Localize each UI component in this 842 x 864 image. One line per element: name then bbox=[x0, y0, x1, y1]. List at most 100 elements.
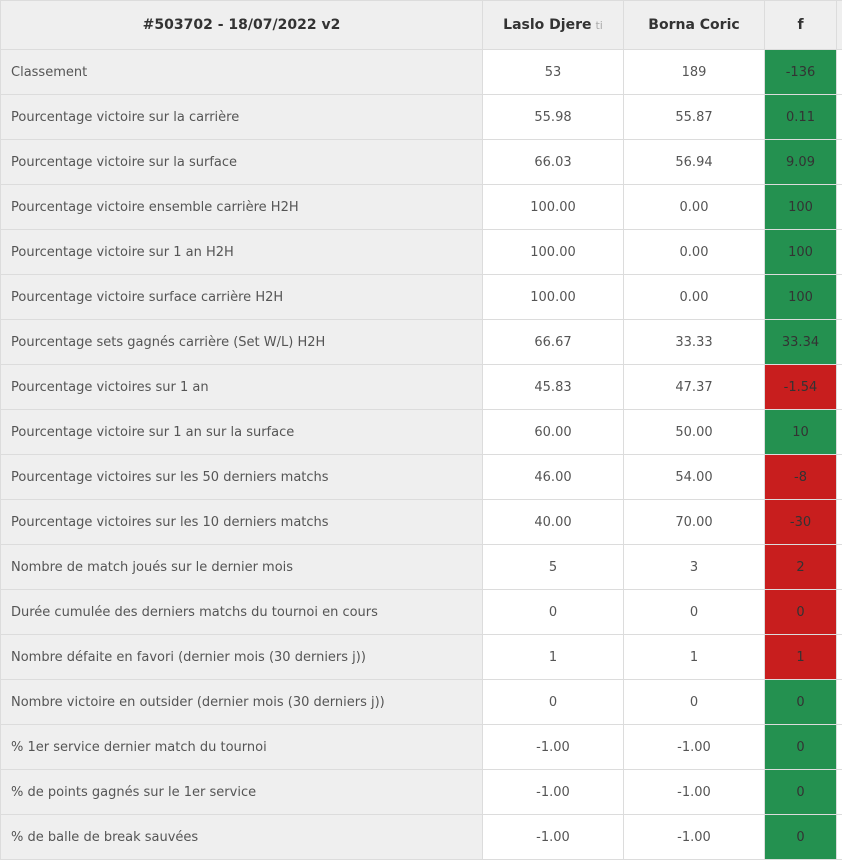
player1-value: 40.00 bbox=[482, 499, 624, 545]
player2-value: 189 bbox=[623, 49, 765, 95]
stat-label: Pourcentage victoires sur 1 an bbox=[0, 364, 483, 410]
diff-value: 100 bbox=[764, 229, 837, 275]
player2-value: 50.00 bbox=[623, 409, 765, 455]
player2-value: 0.00 bbox=[623, 184, 765, 230]
diff-value: 0 bbox=[764, 814, 837, 860]
player1-value: -1.00 bbox=[482, 769, 624, 815]
player2-value: -1.00 bbox=[623, 724, 765, 770]
table-edge bbox=[836, 454, 842, 500]
player1-value: 66.03 bbox=[482, 139, 624, 185]
diff-value: 0 bbox=[764, 679, 837, 725]
player1-value: 45.83 bbox=[482, 364, 624, 410]
player2-value: 33.33 bbox=[623, 319, 765, 365]
table-row: Pourcentage victoire sur la carrière 55.9… bbox=[0, 94, 842, 140]
player1-value: -1.00 bbox=[482, 724, 624, 770]
stat-label: Pourcentage victoire sur la surface bbox=[0, 139, 483, 185]
player1-header[interactable]: Laslo Djere ti bbox=[482, 0, 624, 50]
table-edge bbox=[836, 499, 842, 545]
table-row: Durée cumulée des derniers matchs du tou… bbox=[0, 589, 842, 635]
diff-value: 0 bbox=[764, 589, 837, 635]
table-edge bbox=[836, 634, 842, 680]
table-row: Classement 53 189 -136 bbox=[0, 49, 842, 95]
diff-value: 0 bbox=[764, 769, 837, 815]
table-row: Pourcentage victoire ensemble carrière H… bbox=[0, 184, 842, 230]
diff-value: -8 bbox=[764, 454, 837, 500]
player2-header[interactable]: Borna Coric bbox=[623, 0, 765, 50]
table-row: % de balle de break sauvées -1.00 -1.00 0 bbox=[0, 814, 842, 860]
table-edge bbox=[836, 49, 842, 95]
table-row: Nombre défaite en favori (dernier mois (… bbox=[0, 634, 842, 680]
table-row: Pourcentage victoire sur la surface 66.03… bbox=[0, 139, 842, 185]
table-row: Pourcentage victoire surface carrière H2… bbox=[0, 274, 842, 320]
table-edge bbox=[836, 724, 842, 770]
player2-value: 55.87 bbox=[623, 94, 765, 140]
player1-value: -1.00 bbox=[482, 814, 624, 860]
table-edge bbox=[836, 139, 842, 185]
player2-value: 0.00 bbox=[623, 229, 765, 275]
table-row: Pourcentage victoire sur 1 an sur la sur… bbox=[0, 409, 842, 455]
table-row: % 1er service dernier match du tournoi -1… bbox=[0, 724, 842, 770]
table-edge bbox=[836, 184, 842, 230]
stat-label: Pourcentage victoire sur la carrière bbox=[0, 94, 483, 140]
diff-value: 0.11 bbox=[764, 94, 837, 140]
player2-value: 47.37 bbox=[623, 364, 765, 410]
diff-column-header: f bbox=[764, 0, 837, 50]
player1-value: 0 bbox=[482, 679, 624, 725]
player2-value: 70.00 bbox=[623, 499, 765, 545]
player2-value: 54.00 bbox=[623, 454, 765, 500]
stat-label: Classement bbox=[0, 49, 483, 95]
table-row: % de points gagnés sur le 1er service -1.… bbox=[0, 769, 842, 815]
table-edge bbox=[836, 274, 842, 320]
stat-label: Nombre défaite en favori (dernier mois (… bbox=[0, 634, 483, 680]
diff-value: -136 bbox=[764, 49, 837, 95]
table-row: Pourcentage sets gagnés carrière (Set W/… bbox=[0, 319, 842, 365]
player1-value: 5 bbox=[482, 544, 624, 590]
player2-value: 1 bbox=[623, 634, 765, 680]
table-edge bbox=[836, 94, 842, 140]
table-row: Nombre victoire en outsider (dernier moi… bbox=[0, 679, 842, 725]
player2-value: -1.00 bbox=[623, 814, 765, 860]
stat-label: Nombre de match joués sur le dernier moi… bbox=[0, 544, 483, 590]
player1-value: 1 bbox=[482, 634, 624, 680]
player2-value: 3 bbox=[623, 544, 765, 590]
diff-value: 10 bbox=[764, 409, 837, 455]
match-title-header: #503702 - 18/07/2022 v2 bbox=[0, 0, 483, 50]
player1-value: 100.00 bbox=[482, 229, 624, 275]
table-row: Pourcentage victoires sur les 50 dernier… bbox=[0, 454, 842, 500]
stat-label: Pourcentage victoires sur les 50 dernier… bbox=[0, 454, 483, 500]
player2-value: 0.00 bbox=[623, 274, 765, 320]
player2-value: 0 bbox=[623, 679, 765, 725]
table-edge bbox=[836, 679, 842, 725]
diff-value: -1.54 bbox=[764, 364, 837, 410]
player1-suffix: ti bbox=[595, 19, 603, 32]
player2-value: 0 bbox=[623, 589, 765, 635]
table-edge bbox=[836, 409, 842, 455]
stat-label: Pourcentage victoire sur 1 an sur la sur… bbox=[0, 409, 483, 455]
diff-value: 2 bbox=[764, 544, 837, 590]
table-header-row: #503702 - 18/07/2022 v2 Laslo Djere ti Bo… bbox=[0, 0, 842, 50]
diff-value: -30 bbox=[764, 499, 837, 545]
player2-value: -1.00 bbox=[623, 769, 765, 815]
table-edge bbox=[836, 814, 842, 860]
table-edge bbox=[836, 769, 842, 815]
table-edge bbox=[836, 0, 842, 50]
stat-label: % 1er service dernier match du tournoi bbox=[0, 724, 483, 770]
player1-value: 66.67 bbox=[482, 319, 624, 365]
table-edge bbox=[836, 364, 842, 410]
stat-label: Durée cumulée des derniers matchs du tou… bbox=[0, 589, 483, 635]
diff-value: 33.34 bbox=[764, 319, 837, 365]
diff-value: 9.09 bbox=[764, 139, 837, 185]
stat-label: Pourcentage victoire ensemble carrière H… bbox=[0, 184, 483, 230]
table-row: Nombre de match joués sur le dernier moi… bbox=[0, 544, 842, 590]
diff-value: 1 bbox=[764, 634, 837, 680]
table-row: Pourcentage victoire sur 1 an H2H 100.00 0… bbox=[0, 229, 842, 275]
stat-label: Nombre victoire en outsider (dernier moi… bbox=[0, 679, 483, 725]
diff-value: 100 bbox=[764, 274, 837, 320]
player1-name: Laslo Djere bbox=[503, 17, 592, 33]
player2-value: 56.94 bbox=[623, 139, 765, 185]
player1-value: 60.00 bbox=[482, 409, 624, 455]
player1-value: 100.00 bbox=[482, 184, 624, 230]
player1-value: 53 bbox=[482, 49, 624, 95]
stat-label: % de balle de break sauvées bbox=[0, 814, 483, 860]
